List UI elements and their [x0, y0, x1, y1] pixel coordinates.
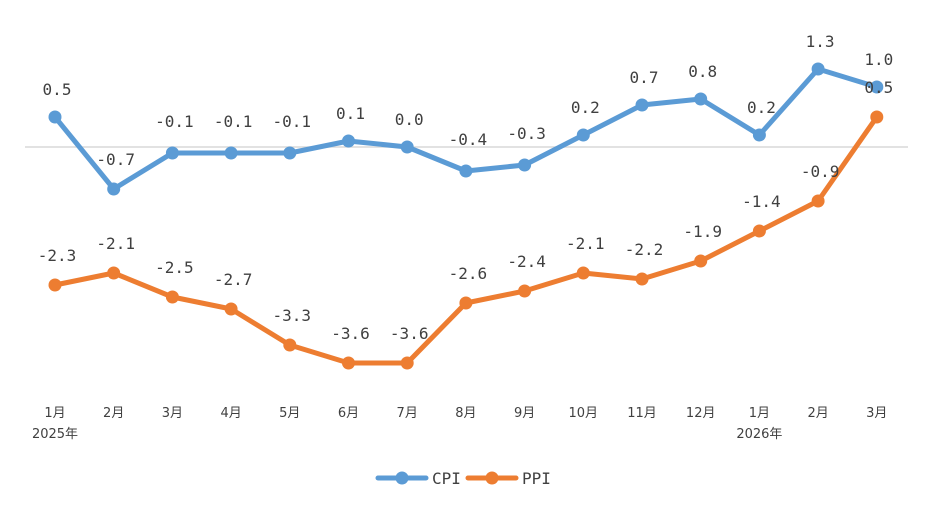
ppi-data-label: -1.4: [742, 192, 781, 211]
ppi-data-label: -2.3: [38, 246, 77, 265]
cpi-point: [518, 158, 532, 172]
cpi-point: [107, 182, 121, 196]
cpi-point: [576, 128, 590, 142]
ppi-point: [283, 338, 297, 352]
cpi-point: [400, 140, 414, 154]
ppi-data-label: -3.6: [331, 324, 370, 343]
cpi-point: [870, 80, 884, 94]
ppi-data-label: -2.6: [449, 264, 488, 283]
ppi-point: [576, 266, 590, 280]
cpi-point: [165, 146, 179, 160]
x-tick-label: 9月: [514, 406, 535, 421]
cpi-data-label: 0.2: [571, 98, 600, 117]
ppi-data-label: -1.9: [683, 222, 722, 241]
ppi-point: [48, 278, 62, 292]
ppi-data-label: -2.1: [96, 234, 135, 253]
ppi-point: [107, 266, 121, 280]
cpi-point: [459, 164, 473, 178]
cpi-point: [694, 92, 708, 106]
ppi-point: [635, 272, 649, 286]
x-tick-label: 6月: [338, 406, 359, 421]
x-tick-label: 2月: [807, 406, 828, 421]
x-tick-label: 12月: [686, 406, 716, 421]
cpi-data-label: -0.1: [155, 112, 194, 131]
ppi-data-label: -2.5: [155, 258, 194, 277]
cpi-data-label: 0.7: [630, 68, 659, 87]
ppi-point: [870, 110, 884, 124]
cpi-data-label: 1.3: [806, 32, 835, 51]
cpi-point: [283, 146, 297, 160]
ppi-point: [342, 356, 355, 370]
cpi-data-label: 0.0: [395, 110, 424, 129]
x-tick-label: 10月: [569, 406, 599, 421]
x-tick-label: 11月: [627, 406, 657, 421]
cpi-legend-marker: [395, 471, 409, 485]
x-year-label: 2026年: [736, 427, 782, 442]
ppi-point: [694, 254, 708, 268]
cpi-data-label: -0.1: [214, 112, 253, 131]
cpi-data-label: 0.1: [336, 104, 365, 123]
ppi-data-label: -2.7: [214, 270, 253, 289]
cpi-legend-label: CPI: [432, 469, 461, 488]
cpi-point: [342, 134, 355, 148]
cpi-data-label: 0.5: [43, 80, 72, 99]
cpi-point: [635, 98, 649, 112]
cpi-data-label: 0.8: [688, 62, 717, 81]
x-tick-label: 1月: [44, 406, 65, 421]
x-tick-label: 4月: [220, 406, 241, 421]
ppi-data-label: -3.6: [390, 324, 429, 343]
ppi-legend-label: PPI: [522, 469, 551, 488]
x-tick-label: 1月: [749, 406, 770, 421]
cpi-point: [224, 146, 238, 160]
cpi-point: [48, 110, 62, 124]
x-tick-label: 7月: [397, 406, 418, 421]
ppi-point: [518, 284, 532, 298]
x-tick-label: 3月: [866, 406, 887, 421]
x-year-label: 2025年: [32, 427, 78, 442]
ppi-point: [400, 356, 414, 370]
x-tick-label: 5月: [279, 406, 300, 421]
cpi-data-label: -0.4: [449, 130, 488, 149]
ppi-data-label: -2.1: [566, 234, 605, 253]
ppi-point: [811, 194, 825, 208]
cpi-point: [752, 128, 766, 142]
cpi-data-label: -0.7: [96, 150, 135, 169]
ppi-point: [752, 224, 766, 238]
ppi-point: [224, 302, 238, 316]
x-tick-label: 8月: [455, 406, 476, 421]
ppi-data-label: -2.4: [507, 252, 546, 271]
ppi-data-label: 0.5: [864, 78, 893, 97]
cpi-data-label: 1.0: [864, 50, 893, 69]
cpi-data-label: -0.3: [507, 124, 546, 143]
ppi-data-label: -2.2: [625, 240, 664, 259]
ppi-data-label: -0.9: [801, 162, 840, 181]
ppi-data-label: -3.3: [273, 306, 312, 325]
ppi-legend-marker: [485, 471, 499, 485]
x-tick-label: 3月: [162, 406, 183, 421]
ppi-point: [165, 290, 179, 304]
x-tick-label: 2月: [103, 406, 124, 421]
cpi-point: [811, 62, 825, 76]
cpi-data-label: 0.2: [747, 98, 776, 117]
ppi-point: [459, 296, 473, 310]
cpi-data-label: -0.1: [273, 112, 312, 131]
